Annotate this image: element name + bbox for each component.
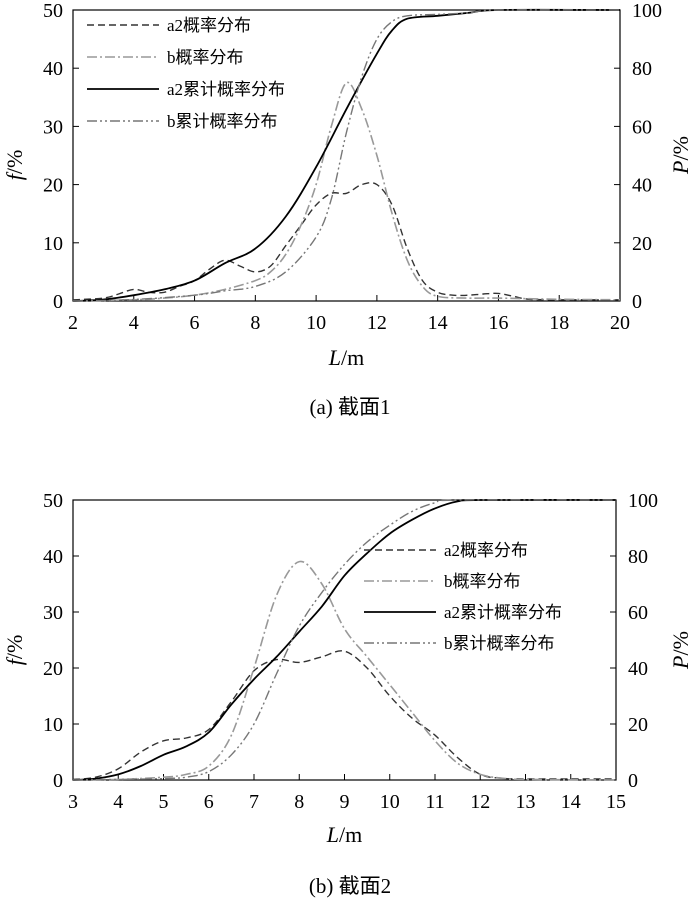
series-line-4 [72, 9, 621, 302]
y-left-tick-label: 30 [43, 602, 63, 624]
y-left-axis-label: f/% [2, 635, 27, 666]
y-right-tick-label: 80 [628, 546, 648, 568]
y-right-axis-label: P/% [668, 136, 693, 175]
y-left-axis-label: f/% [2, 150, 27, 181]
y-right-tick-label: 100 [628, 490, 658, 512]
y-left-tick-label: 50 [43, 0, 63, 22]
legend-label: b概率分布 [444, 572, 521, 591]
y-right-tick-label: 0 [628, 770, 638, 792]
y-right-tick-label: 100 [632, 0, 662, 22]
x-tick-label: 14 [428, 312, 448, 334]
x-tick-label: 5 [159, 791, 169, 813]
legend-label: a2概率分布 [444, 541, 528, 560]
y-right-tick-label: 40 [632, 175, 652, 197]
x-tick-label: 15 [606, 791, 626, 813]
legend-label: b累计概率分布 [444, 634, 555, 653]
legend-label: b概率分布 [167, 48, 244, 67]
y-right-tick-label: 20 [632, 233, 652, 255]
y-left-tick-label: 30 [43, 116, 63, 138]
y-left-tick-label: 40 [43, 58, 63, 80]
y-left-tick-label: 40 [43, 546, 63, 568]
series-line-3 [72, 499, 617, 781]
legend: a2概率分布 b概率分布 a2累计概率分布 b累计概率分布 [364, 541, 562, 653]
series-line-1 [72, 650, 617, 781]
x-tick-label: 6 [190, 312, 200, 334]
y-left-tick-label: 50 [43, 490, 63, 512]
x-tick-label: 18 [549, 312, 569, 334]
x-tick-label: 2 [68, 312, 78, 334]
panel-section-2: 3 4 5 6 7 8 9 10 11 12 13 14 15010203040500204060801… [2, 490, 693, 898]
legend: a2概率分布 b概率分布 a2累计概率分布 b累计概率分布 [87, 16, 285, 131]
y-left-tick-label: 10 [43, 233, 63, 255]
y-left-tick-label: 0 [53, 770, 63, 792]
x-axis-label: L/m [328, 345, 364, 370]
legend-label: a2累计概率分布 [167, 80, 285, 99]
panel-caption: (a) 截面1 [309, 395, 390, 419]
series-line-2 [72, 560, 617, 781]
x-tick-label: 11 [425, 791, 444, 813]
x-tick-label: 9 [340, 791, 350, 813]
y-left-tick-label: 10 [43, 714, 63, 736]
y-right-tick-label: 20 [628, 714, 648, 736]
x-tick-label: 7 [249, 791, 259, 813]
plot-frame [72, 9, 621, 302]
x-tick-label: 16 [488, 312, 508, 334]
series-line-2 [72, 81, 621, 302]
y-right-tick-label: 0 [632, 291, 642, 313]
legend-label: a2概率分布 [167, 16, 251, 35]
y-right-tick-label: 80 [632, 58, 652, 80]
x-tick-label: 20 [610, 312, 630, 334]
x-tick-label: 8 [250, 312, 260, 334]
y-right-tick-label: 60 [632, 116, 652, 138]
series-line-3 [72, 8, 621, 302]
y-right-tick-label: 60 [628, 602, 648, 624]
legend-label: a2累计概率分布 [444, 603, 562, 622]
x-tick-label: 4 [129, 312, 139, 334]
y-right-tick-label: 40 [628, 658, 648, 680]
panel-caption: (b) 截面2 [309, 874, 391, 898]
x-tick-label: 6 [204, 791, 214, 813]
x-tick-label: 13 [516, 791, 536, 813]
y-left-tick-label: 0 [53, 291, 63, 313]
legend-label: b累计概率分布 [167, 112, 278, 131]
x-tick-label: 10 [380, 791, 400, 813]
y-left-tick-label: 20 [43, 175, 63, 197]
series-line-1 [72, 182, 621, 301]
x-tick-label: 12 [367, 312, 387, 334]
x-tick-label: 3 [68, 791, 78, 813]
x-tick-label: 4 [113, 791, 123, 813]
x-axis-label: L/m [326, 822, 362, 847]
x-tick-label: 12 [470, 791, 490, 813]
x-tick-label: 14 [561, 791, 581, 813]
y-left-tick-label: 20 [43, 658, 63, 680]
panel-section-1: 2 4 6 8 10 12 14 16 18 2001020304050020406080100a… [2, 0, 693, 419]
x-tick-label: 8 [294, 791, 304, 813]
y-right-axis-label: P/% [668, 631, 693, 670]
x-tick-label: 10 [306, 312, 326, 334]
